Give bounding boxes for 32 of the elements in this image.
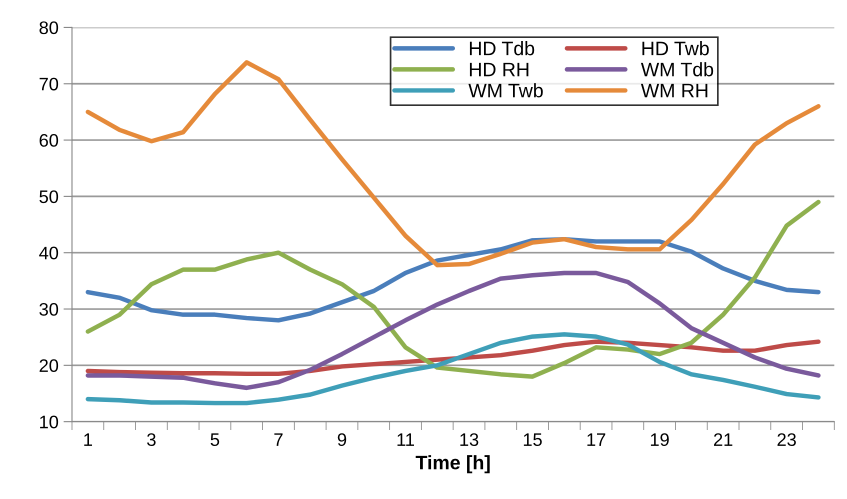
line-series (86, 236, 821, 323)
line-series (86, 270, 821, 390)
x-tick-label: 1 (84, 433, 92, 446)
x-tick-label: 17 (587, 433, 606, 446)
y-tick-label: 50 (39, 190, 58, 204)
legend-label: WM RH (640, 84, 708, 98)
x-tick-label: 13 (460, 433, 478, 446)
x-tick-label: 23 (778, 433, 796, 446)
x-tick-label: 9 (338, 433, 346, 446)
y-tick-label: 10 (40, 416, 58, 428)
x-tick-label: 7 (274, 433, 283, 446)
legend-label: HD RH (470, 62, 528, 76)
legend-label: WM Twb (468, 83, 543, 98)
x-tick-label: 21 (714, 433, 732, 446)
legend-label: HD Twb (642, 41, 709, 56)
x-axis-title: Time [h] (416, 455, 490, 474)
x-tick-label: 19 (650, 433, 669, 446)
line-series (86, 60, 821, 268)
legend-label: WM Tdb (640, 62, 714, 76)
x-tick-label: 3 (147, 433, 156, 446)
line-series (86, 332, 821, 406)
y-tick-label: 70 (40, 78, 58, 90)
y-tick-label: 60 (40, 134, 58, 147)
y-tick-label: 80 (40, 21, 58, 34)
x-tick-label: 5 (210, 433, 220, 446)
x-tick-label: 15 (524, 433, 542, 446)
y-tick-label: 20 (40, 359, 58, 372)
y-tick-label: 40 (39, 246, 58, 260)
legend-label: HD Tdb (470, 41, 534, 56)
y-tick-label: 30 (39, 302, 58, 316)
x-tick-label: 11 (398, 433, 414, 446)
line-series (86, 200, 821, 379)
